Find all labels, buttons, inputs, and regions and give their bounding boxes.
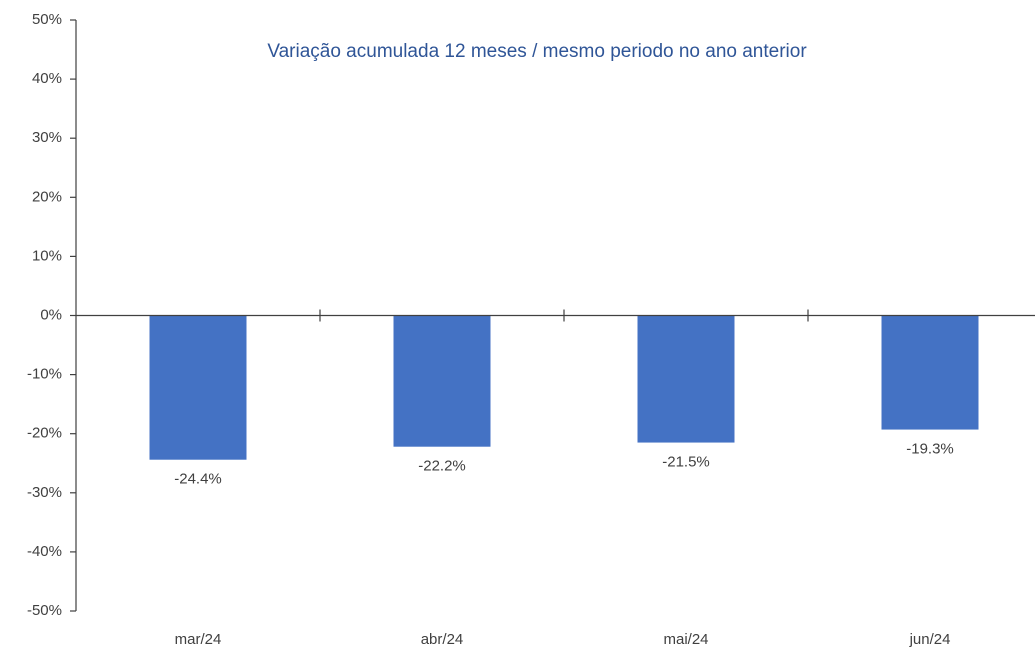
value-label: -21.5% [662,454,710,471]
y-tick-label: 0% [40,306,62,323]
value-label: -22.2% [418,458,466,475]
y-tick-label: -30% [27,484,62,501]
y-tick-label: -20% [27,425,62,442]
y-tick-label: -10% [27,366,62,383]
y-tick-label: -40% [27,543,62,560]
x-tick-label: mai/24 [663,631,708,648]
y-tick-label: -50% [27,602,62,619]
bar [881,315,979,430]
y-tick-label: 20% [32,188,62,205]
x-tick-label: mar/24 [175,631,222,648]
x-tick-label: jun/24 [909,631,951,648]
chart-title: Variação acumulada 12 meses / mesmo peri… [267,41,807,62]
bar [637,315,735,443]
value-label: -19.3% [906,441,954,458]
y-tick-label: 30% [32,129,62,146]
value-label: -24.4% [174,471,222,488]
bar [149,315,247,460]
y-tick-label: 10% [32,247,62,264]
x-tick-label: abr/24 [421,631,464,648]
y-tick-label: 50% [32,11,62,28]
y-tick-label: 40% [32,70,62,87]
bar [393,315,491,447]
